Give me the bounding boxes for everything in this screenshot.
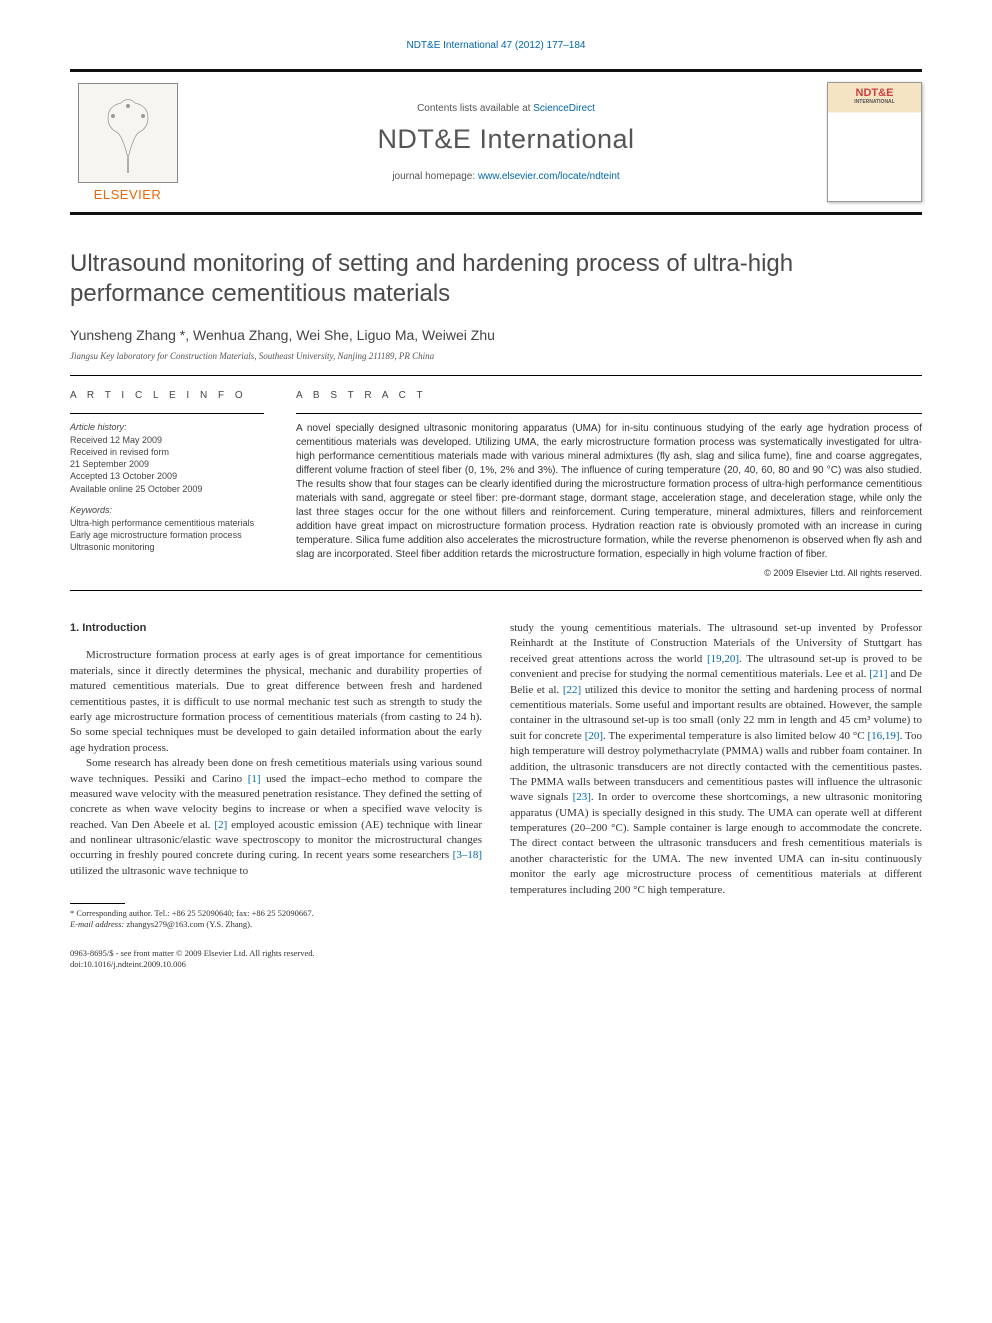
email-footnote: E-mail address: zhangys279@163.com (Y.S.… [70, 919, 482, 930]
ref-16-19[interactable]: [16,19] [868, 730, 900, 742]
keyword-line: Early age microstructure formation proce… [70, 529, 264, 541]
corresponding-footnote: * Corresponding author. Tel.: +86 25 520… [70, 908, 482, 919]
right-column: study the young cementitious materials. … [510, 621, 922, 970]
history-line: Received in revised form [70, 446, 264, 458]
front-matter-line-1: 0963-8695/$ - see front matter © 2009 El… [70, 948, 482, 959]
history-line: Accepted 13 October 2009 [70, 470, 264, 482]
affiliation: Jiangsu Key laboratory for Construction … [70, 351, 922, 361]
sciencedirect-link[interactable]: ScienceDirect [533, 103, 595, 114]
journal-cover: NDT&E INTERNATIONAL [827, 82, 922, 202]
cover-logo-text: NDT&E INTERNATIONAL [832, 87, 917, 105]
keyword-line: Ultrasonic monitoring [70, 541, 264, 553]
ref-23[interactable]: [23] [573, 791, 591, 803]
ref-2[interactable]: [2] [214, 819, 227, 831]
journal-name: NDT&E International [197, 124, 815, 155]
p2-text-d: utilized the ultrasonic wave technique t… [70, 865, 248, 877]
front-matter: 0963-8695/$ - see front matter © 2009 El… [70, 948, 482, 970]
article-history-block: Article history: Received 12 May 2009 Re… [70, 413, 264, 495]
keywords-block: Keywords: Ultra-high performance cementi… [70, 505, 264, 553]
intro-para-2-cont: study the young cementitious materials. … [510, 621, 922, 898]
history-line: Received 12 May 2009 [70, 434, 264, 446]
article-info-heading: A R T I C L E I N F O [70, 390, 264, 401]
abstract-copyright: © 2009 Elsevier Ltd. All rights reserved… [296, 568, 922, 578]
cover-thumbnail: NDT&E INTERNATIONAL [827, 82, 922, 202]
citation-header: NDT&E International 47 (2012) 177–184 [70, 40, 922, 51]
ref-21[interactable]: [21] [869, 668, 887, 680]
homepage-prefix: journal homepage: [392, 171, 478, 182]
ref-20[interactable]: [20] [585, 730, 603, 742]
front-matter-line-2: doi:10.1016/j.ndteint.2009.10.006 [70, 959, 482, 970]
history-label: Article history: [70, 422, 264, 432]
homepage-line: journal homepage: www.elsevier.com/locat… [197, 171, 815, 182]
article-info-column: A R T I C L E I N F O Article history: R… [70, 376, 280, 590]
intro-para-1: Microstructure formation process at earl… [70, 648, 482, 756]
author-list: Yunsheng Zhang *, Wenhua Zhang, Wei She,… [70, 327, 922, 343]
history-line: 21 September 2009 [70, 458, 264, 470]
ref-1[interactable]: [1] [248, 773, 261, 785]
email-value: zhangys279@163.com (Y.S. Zhang). [126, 919, 252, 929]
cover-sub: INTERNATIONAL [832, 99, 917, 105]
journal-header-bar: ELSEVIER Contents lists available at Sci… [70, 69, 922, 215]
contents-prefix: Contents lists available at [417, 103, 533, 114]
abstract-body: A novel specially designed ultrasonic mo… [296, 413, 922, 562]
homepage-link[interactable]: www.elsevier.com/locate/ndteint [478, 171, 620, 182]
elsevier-tree-logo [78, 83, 178, 183]
keywords-label: Keywords: [70, 505, 264, 515]
header-center: Contents lists available at ScienceDirec… [185, 103, 827, 182]
body-two-column: 1. Introduction Microstructure formation… [70, 590, 922, 970]
elsevier-label: ELSEVIER [94, 187, 162, 202]
ref-3-18[interactable]: [3–18] [453, 849, 482, 861]
cover-logo-2: &E [878, 87, 893, 99]
abstract-column: A B S T R A C T A novel specially design… [280, 376, 922, 590]
ref-22[interactable]: [22] [563, 684, 581, 696]
publisher-block: ELSEVIER [70, 83, 185, 202]
ref-19-20[interactable]: [19,20] [707, 653, 739, 665]
contents-available-line: Contents lists available at ScienceDirec… [197, 103, 815, 114]
keyword-line: Ultra-high performance cementitious mate… [70, 517, 264, 529]
left-column: 1. Introduction Microstructure formation… [70, 621, 482, 970]
cover-logo-1: NDT [856, 87, 879, 99]
footnote-rule [70, 903, 125, 904]
info-abstract-row: A R T I C L E I N F O Article history: R… [70, 375, 922, 590]
intro-para-2: Some research has already been done on f… [70, 756, 482, 879]
abstract-heading: A B S T R A C T [296, 390, 922, 401]
c2-text-g: . In order to overcome these shortcoming… [510, 791, 922, 895]
c2-text-e: . The experimental temperature is also l… [603, 730, 867, 742]
email-label: E-mail address: [70, 919, 126, 929]
article-title: Ultrasound monitoring of setting and har… [70, 249, 922, 309]
section-1-heading: 1. Introduction [70, 621, 482, 636]
history-line: Available online 25 October 2009 [70, 483, 264, 495]
